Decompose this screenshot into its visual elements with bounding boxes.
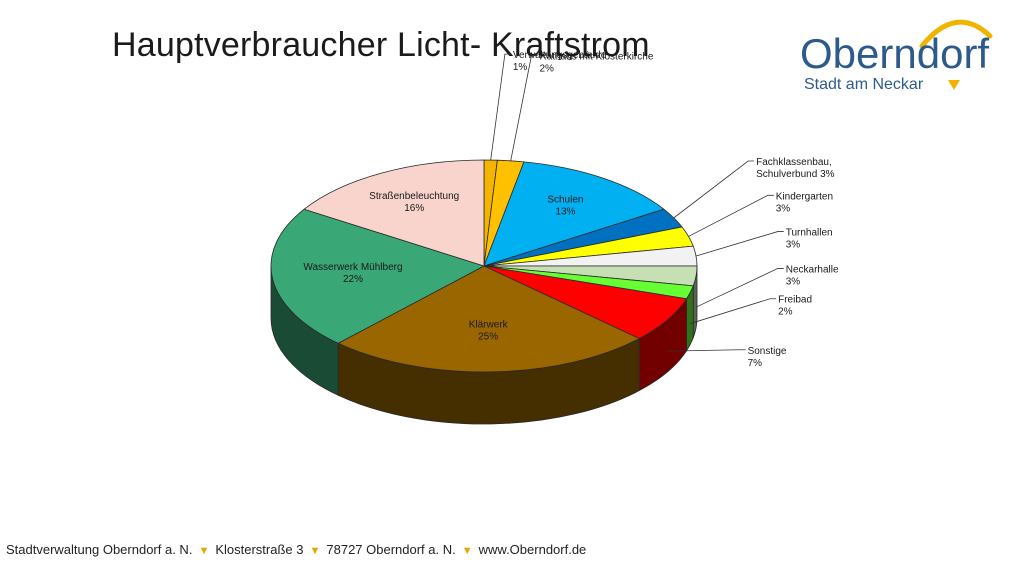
footer-street: Klosterstraße 3 — [215, 542, 304, 557]
slice-label: Fachklassenbau, Schulverbund 3% — [756, 157, 834, 180]
pie-slice — [303, 159, 485, 267]
slice-label-line: Verwaltungsgebäude — [513, 50, 607, 61]
slice-label-line: Schulen — [547, 194, 583, 205]
slice-label: Turnhallen 3% — [786, 228, 833, 251]
slice-label-line: Kindergarten — [776, 191, 833, 202]
slice-label: Schulen 13% — [547, 194, 583, 217]
slice-label-line: Freibad — [778, 295, 812, 306]
slice-label-line: 25% — [478, 332, 498, 343]
slice-label-line: 3% — [786, 240, 801, 251]
footer-separator-icon: ▼ — [198, 545, 210, 557]
pie-slice — [483, 161, 665, 267]
slice-label-line: Klärwerk — [469, 320, 509, 331]
pie-slice — [337, 265, 641, 373]
logo-name: Oberndorf — [800, 30, 990, 77]
pie-tops — [270, 159, 698, 373]
logo-triangle-icon — [948, 80, 960, 90]
slice-label: Wasserwerk Mühlberg 22% — [303, 262, 402, 285]
leader-line — [673, 160, 755, 219]
slice-label-line: 13% — [555, 206, 575, 217]
leader-line — [510, 55, 538, 161]
slice-label-line: 22% — [343, 274, 363, 285]
leader-line — [695, 231, 784, 257]
slice-label-line: 7% — [748, 358, 763, 369]
slice-label: Rathaus mit Klosterkirche 2% — [539, 52, 653, 75]
slice-label-line: 2% — [778, 307, 793, 318]
logo-sun-arc-icon — [919, 19, 993, 49]
page-title: Hauptverbraucher Licht- Kraftstrom — [112, 26, 650, 64]
footer-separator-icon: ▼ — [309, 545, 321, 557]
slice-label: Neckarhalle 3% — [786, 264, 839, 287]
pie-slice — [270, 208, 486, 344]
slice-label-line: 3% — [786, 276, 801, 287]
slice-label: Kindergarten 3% — [776, 191, 833, 214]
pie-sides — [270, 265, 698, 425]
footer-website[interactable]: www.Oberndorf.de — [478, 542, 587, 557]
leader-line — [490, 53, 511, 161]
slice-label-line: Sonstige — [748, 346, 787, 357]
logo: Oberndorf Stadt am Neckar — [796, 10, 1016, 100]
slice-label-line: 3% — [776, 203, 791, 214]
slice-label-line: Rathaus mit Klosterkirche — [539, 52, 653, 63]
pie-labels: Verwaltungsgebäude 1%Rathaus mit Klosterk… — [303, 50, 839, 369]
leader-line — [690, 298, 777, 324]
slice-label: Sonstige 7% — [748, 346, 787, 369]
leader-line — [667, 349, 746, 352]
leader-line — [688, 194, 774, 237]
footer-separator-icon: ▼ — [461, 545, 473, 557]
slice-label-line: 16% — [404, 203, 424, 214]
pie-chart: Verwaltungsgebäude 1%Rathaus mit Klosterk… — [270, 50, 839, 425]
logo-subtitle: Stadt am Neckar — [804, 76, 924, 93]
leader-line — [695, 268, 784, 308]
slice-label-line: Fachklassenbau, — [756, 157, 832, 168]
slice-label-line: Wasserwerk Mühlberg — [303, 262, 402, 273]
footer-city: 78727 Oberndorf a. N. — [326, 542, 456, 557]
slice-label: Klärwerk 25% — [469, 320, 509, 343]
slice-label-line: 1% — [513, 62, 528, 73]
slice-label: Straßenbeleuchtung 16% — [369, 191, 459, 214]
slice-label-line: Neckarhalle — [786, 264, 839, 275]
footer: Stadtverwaltung Oberndorf a. N. ▼ Klosters… — [6, 542, 586, 557]
slice-label: Verwaltungsgebäude 1% — [513, 50, 607, 73]
slice-label-line: 2% — [539, 64, 554, 75]
footer-address-name: Stadtverwaltung Oberndorf a. N. — [6, 542, 193, 557]
slice-label-line: Turnhallen — [786, 228, 833, 239]
slice-label-line: Straßenbeleuchtung — [369, 191, 459, 202]
slice-label-line: Schulverbund 3% — [756, 169, 834, 180]
slice-label: Freibad 2% — [778, 295, 812, 318]
